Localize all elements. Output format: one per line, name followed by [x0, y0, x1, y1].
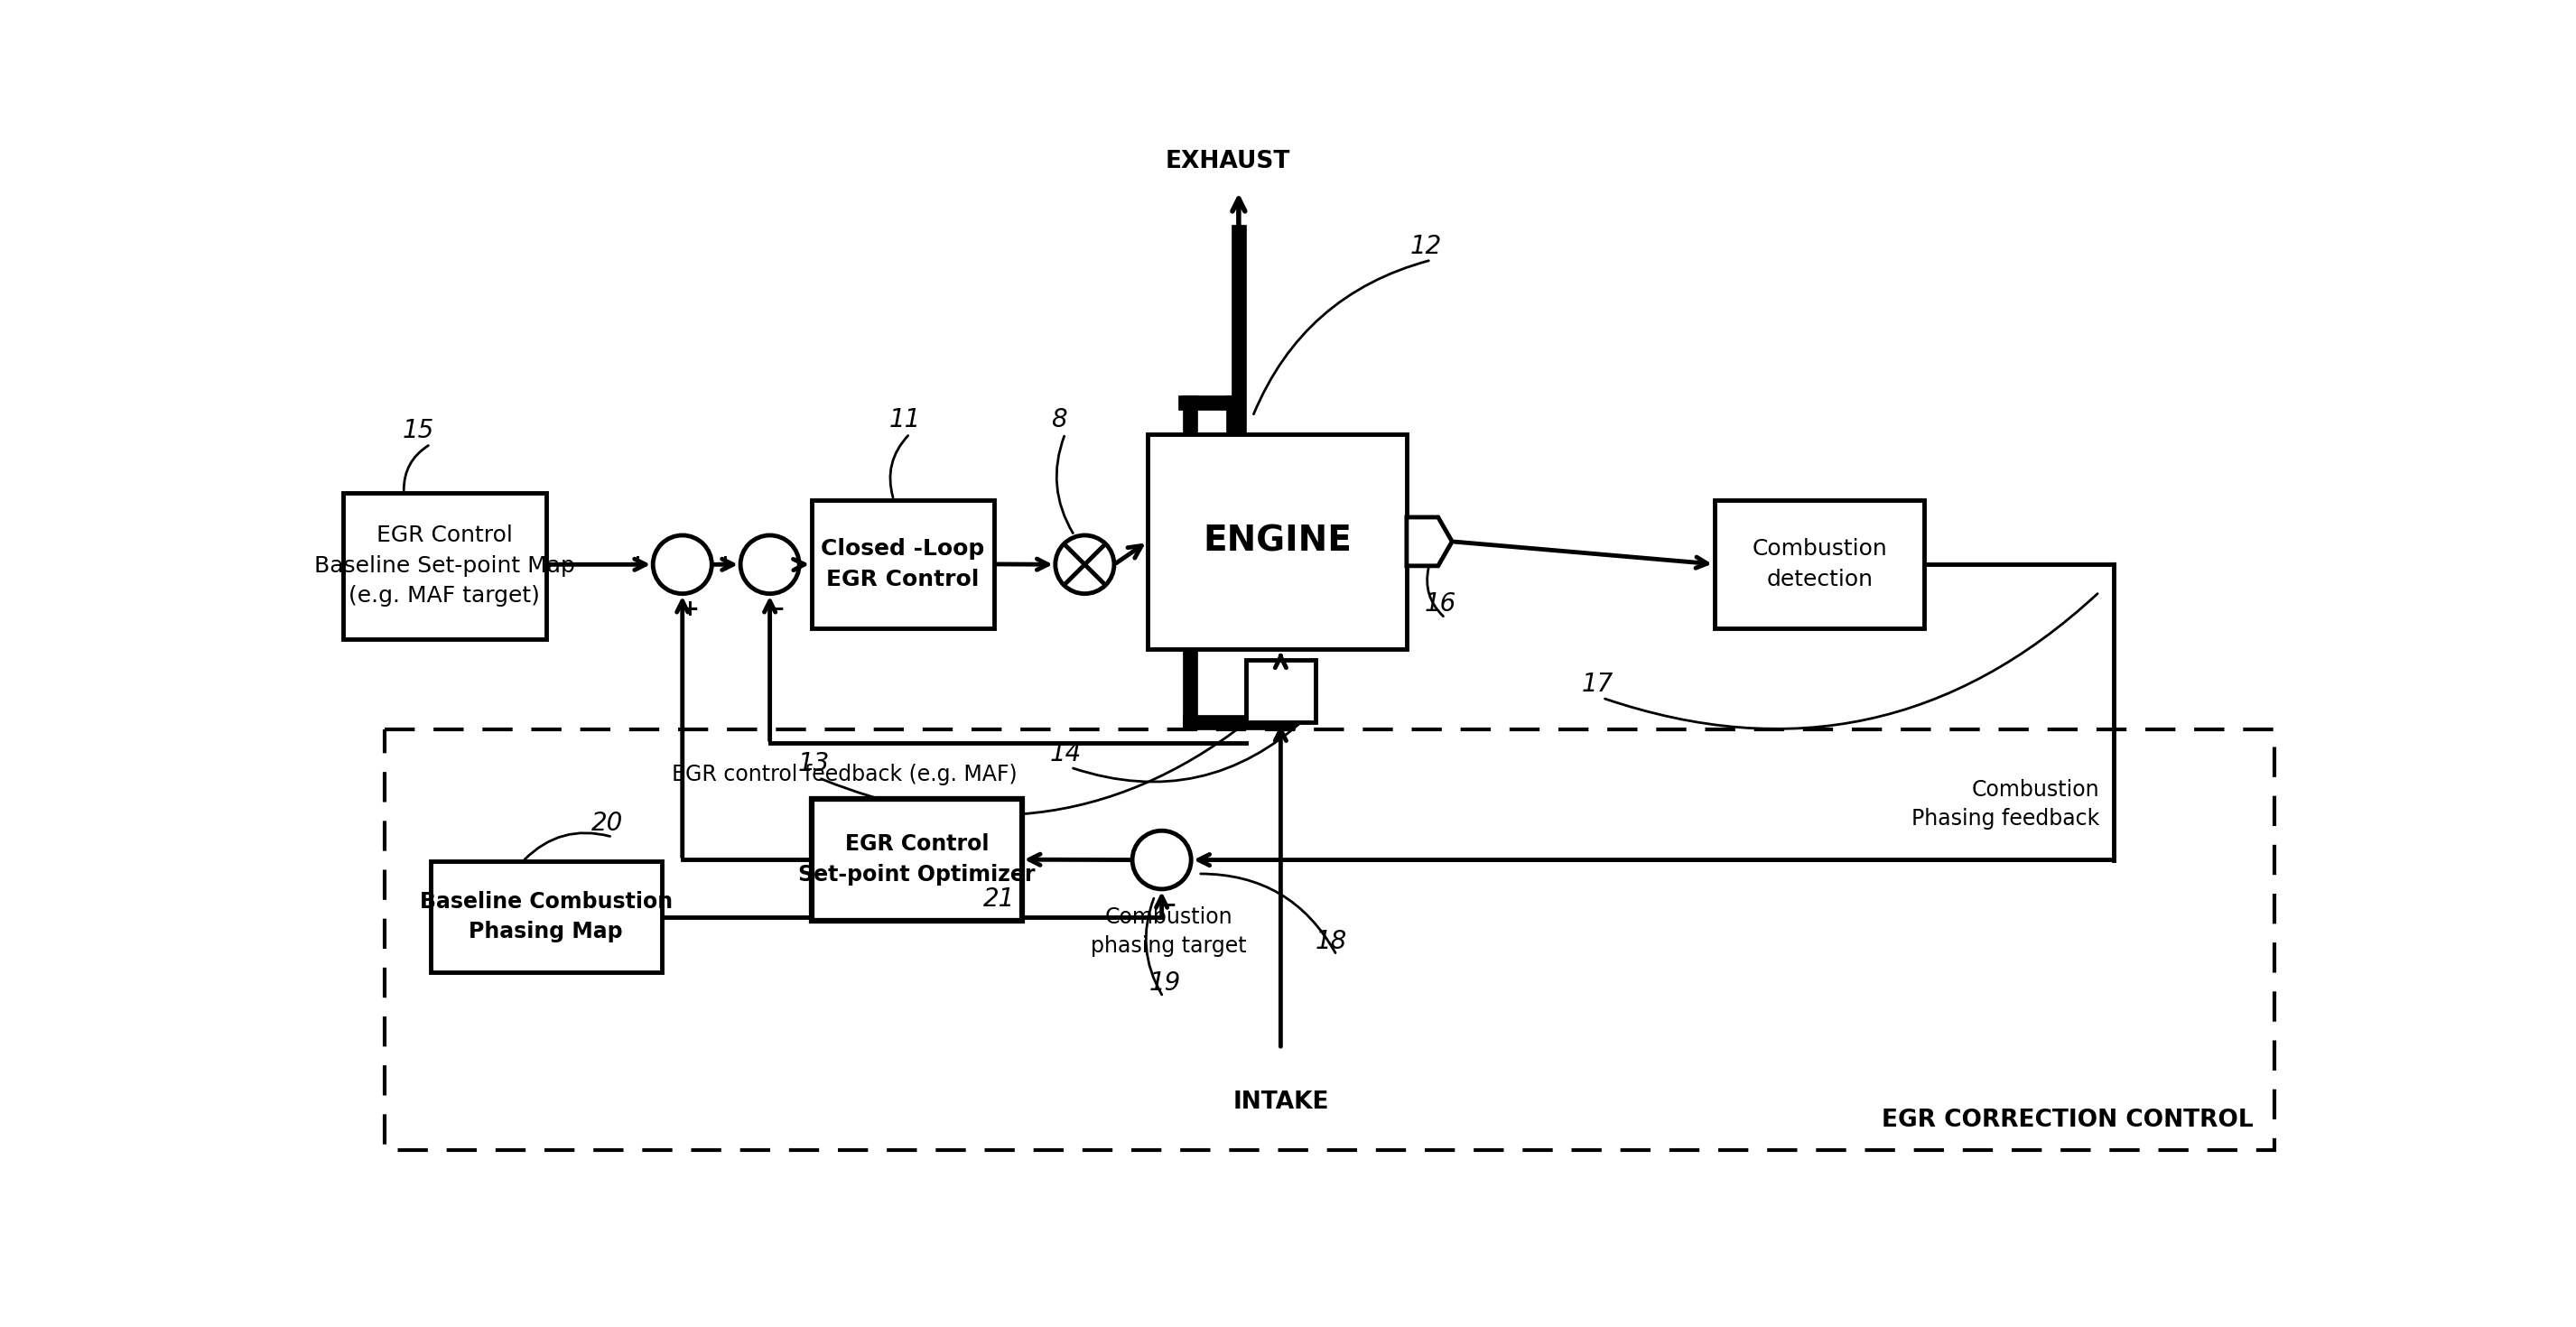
Text: 16: 16	[1425, 592, 1455, 617]
Text: −: −	[1157, 893, 1177, 916]
Text: +: +	[680, 598, 698, 620]
Text: Closed -Loop
EGR Control: Closed -Loop EGR Control	[822, 539, 984, 591]
FancyBboxPatch shape	[343, 492, 546, 638]
Text: EGR control feedback (e.g. MAF): EGR control feedback (e.g. MAF)	[672, 764, 1018, 786]
Text: 15: 15	[402, 418, 435, 443]
FancyBboxPatch shape	[1149, 434, 1406, 649]
Circle shape	[1133, 831, 1190, 889]
Text: EGR CORRECTION CONTROL: EGR CORRECTION CONTROL	[1880, 1109, 2254, 1132]
Text: 18: 18	[1316, 929, 1347, 954]
Circle shape	[1056, 535, 1115, 593]
FancyBboxPatch shape	[811, 799, 1023, 921]
Text: 14: 14	[1051, 740, 1082, 766]
Text: 21: 21	[984, 886, 1015, 912]
Text: 11: 11	[889, 407, 920, 433]
Text: 17: 17	[1582, 671, 1613, 697]
Text: 8: 8	[1051, 407, 1066, 433]
Text: 19: 19	[1149, 970, 1180, 995]
Text: +: +	[629, 553, 647, 576]
Text: INTAKE: INTAKE	[1231, 1091, 1329, 1115]
FancyBboxPatch shape	[1716, 500, 1924, 629]
Text: EGR Control
Baseline Set-point Map
(e.g. MAF target): EGR Control Baseline Set-point Map (e.g.…	[314, 524, 574, 606]
FancyBboxPatch shape	[430, 861, 662, 973]
Polygon shape	[1406, 518, 1453, 565]
Text: Baseline Combustion
Phasing Map: Baseline Combustion Phasing Map	[420, 890, 672, 943]
Text: EXHAUST: EXHAUST	[1167, 150, 1291, 173]
Text: 12: 12	[1409, 234, 1443, 259]
Text: EGR Control
Set-point Optimizer: EGR Control Set-point Optimizer	[799, 833, 1036, 885]
Circle shape	[652, 535, 711, 593]
Circle shape	[739, 535, 799, 593]
Text: 20: 20	[592, 811, 623, 836]
FancyBboxPatch shape	[1247, 660, 1316, 722]
Text: 13: 13	[799, 751, 829, 776]
Text: ENGINE: ENGINE	[1203, 524, 1352, 559]
FancyBboxPatch shape	[811, 500, 994, 629]
Text: Combustion
Phasing feedback: Combustion Phasing feedback	[1911, 779, 2099, 829]
Text: Combustion
phasing target: Combustion phasing target	[1090, 906, 1247, 957]
Text: −: −	[765, 598, 786, 620]
Text: +: +	[716, 553, 734, 576]
Text: Combustion
detection: Combustion detection	[1752, 539, 1888, 591]
